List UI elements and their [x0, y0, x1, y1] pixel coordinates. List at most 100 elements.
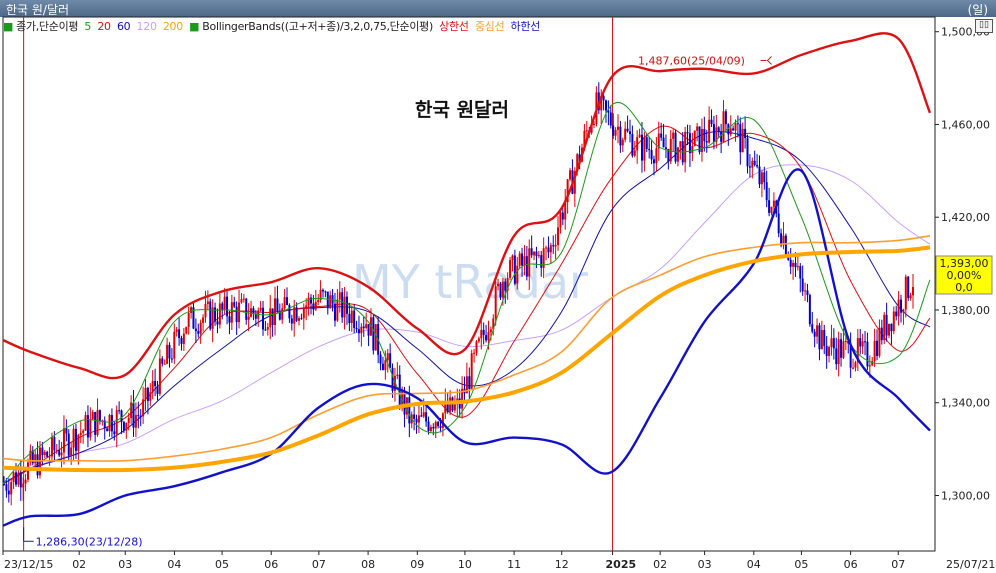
candle-body	[408, 397, 411, 424]
last-value-text: 0,00%	[947, 269, 982, 282]
candle-body	[391, 367, 394, 391]
candle-body	[305, 305, 308, 308]
candle-body	[89, 419, 92, 438]
candle-body	[43, 451, 46, 456]
candle-body	[892, 311, 895, 332]
candle-body	[895, 311, 898, 317]
candle-body	[813, 331, 816, 337]
x-tick-label: 07	[891, 558, 905, 571]
candle-body	[856, 338, 859, 363]
candle-body	[439, 426, 442, 428]
candle-body	[214, 307, 217, 322]
x-tick-label: 12	[555, 558, 569, 571]
candle-body	[830, 338, 833, 348]
candle-body	[777, 213, 780, 234]
candle-body	[420, 415, 423, 417]
x-tick-label: 08	[361, 558, 375, 571]
candle-body	[34, 454, 37, 464]
candle-body	[82, 430, 85, 433]
candle-body	[350, 310, 353, 323]
candle-body	[386, 353, 389, 361]
candle-body	[782, 235, 785, 246]
candle-body	[477, 338, 480, 342]
bb-lower-line	[2, 168, 931, 527]
candle-body	[729, 128, 732, 135]
candle-body	[700, 128, 703, 153]
candle-body	[185, 326, 188, 334]
candle-body	[523, 256, 526, 266]
ma120-line	[2, 164, 931, 485]
candle-body	[806, 290, 809, 296]
candle-body	[756, 164, 759, 167]
legend-ma120: 120	[136, 20, 157, 33]
candle-body	[113, 431, 116, 435]
candle-body	[888, 323, 891, 336]
candle-body	[849, 343, 852, 368]
high-annotation-arrow	[766, 56, 772, 65]
candle-body	[247, 316, 250, 320]
x-tick-label: 03	[118, 558, 132, 571]
candle-body	[403, 391, 406, 415]
candle-body	[628, 131, 631, 135]
candle-body	[760, 172, 763, 185]
candle-body	[487, 332, 490, 341]
candle-body	[276, 298, 279, 313]
candle-body	[379, 354, 382, 364]
candle-body	[470, 353, 473, 390]
maximize-button[interactable]: ▯▯	[975, 19, 993, 33]
candle-body	[746, 138, 749, 167]
period-unit[interactable]: (일)	[967, 3, 988, 17]
candle-body	[787, 255, 790, 260]
candle-body	[643, 137, 646, 161]
candle-body	[727, 124, 730, 135]
candle-body	[149, 392, 152, 401]
candle-body	[134, 415, 137, 428]
candle-body	[540, 255, 543, 268]
title-bar: 한국 원/달러 (일)	[0, 0, 996, 17]
candle-body	[58, 450, 61, 456]
candle-body	[907, 276, 910, 299]
candle-body	[326, 291, 329, 309]
candle-body	[101, 420, 104, 422]
legend-ma20: 20	[97, 20, 111, 33]
candle-body	[739, 124, 742, 153]
ma5-line	[2, 102, 931, 485]
candle-body	[559, 212, 562, 228]
ma20-line	[2, 125, 931, 485]
candle-body	[453, 404, 456, 411]
candle-body	[427, 421, 430, 432]
x-tick-label: 04	[747, 558, 761, 571]
candle-body	[156, 386, 159, 394]
candle-body	[290, 318, 293, 324]
candle-body	[429, 426, 432, 432]
candle-body	[98, 410, 101, 421]
ma200-line	[2, 245, 931, 473]
candle-body	[355, 327, 358, 330]
candle-body	[669, 138, 672, 162]
candle-body	[393, 375, 396, 391]
candle-body	[84, 415, 87, 431]
candle-body	[485, 335, 488, 341]
candle-body	[223, 296, 226, 310]
candle-body	[300, 318, 303, 320]
candle-body	[521, 253, 524, 266]
candle-body	[250, 308, 253, 317]
candle-body	[768, 200, 771, 213]
candle-body	[710, 119, 713, 124]
candle-body	[235, 306, 238, 323]
candle-body	[816, 325, 819, 337]
candle-body	[336, 299, 339, 321]
candle-body	[720, 131, 723, 142]
candle-body	[602, 95, 605, 101]
candle-body	[384, 360, 387, 371]
candle-body	[684, 132, 687, 163]
candle-body	[194, 328, 197, 332]
candle-body	[561, 212, 564, 220]
candle-body	[638, 134, 641, 138]
candle-body	[389, 353, 392, 368]
candle-body	[492, 318, 495, 330]
x-tick-label: 09	[410, 558, 424, 571]
candle-body	[712, 123, 715, 142]
legend-ma5: 5	[84, 20, 92, 33]
